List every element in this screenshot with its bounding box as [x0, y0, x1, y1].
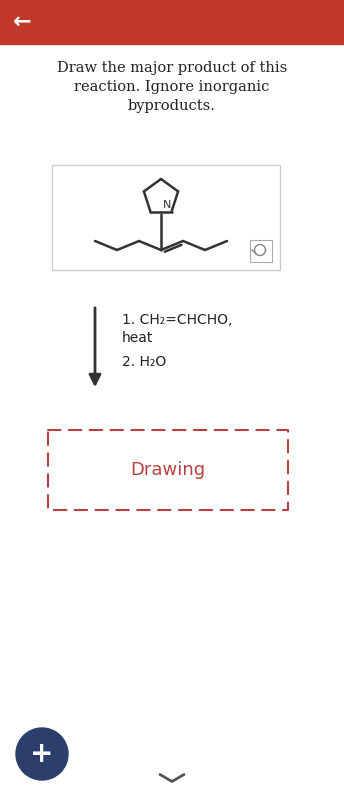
Circle shape: [16, 728, 68, 780]
Text: heat: heat: [122, 331, 153, 345]
Text: 1. CH₂=CHCHO,: 1. CH₂=CHCHO,: [122, 313, 233, 327]
Bar: [48, 430, 288, 510]
Text: byproducts.: byproducts.: [128, 99, 216, 113]
Text: Draw the major product of this: Draw the major product of this: [57, 61, 287, 75]
Text: ←: ←: [13, 12, 31, 32]
Text: N: N: [163, 199, 171, 210]
Text: 2. H₂O: 2. H₂O: [122, 355, 166, 369]
Bar: [250, 240, 272, 262]
Text: reaction. Ignore inorganic: reaction. Ignore inorganic: [74, 80, 270, 94]
Bar: [52, 165, 280, 270]
Text: +: +: [30, 740, 54, 768]
Bar: [0, 0, 344, 44]
Text: Drawing: Drawing: [130, 461, 206, 479]
